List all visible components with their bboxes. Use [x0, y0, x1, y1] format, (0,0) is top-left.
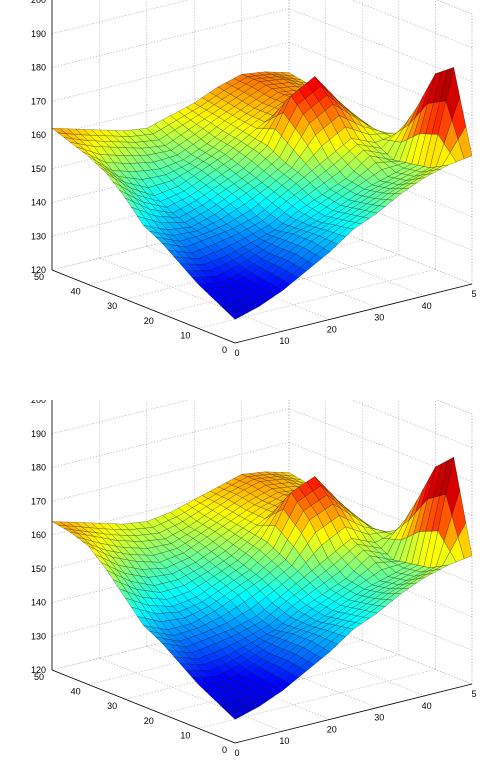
x-axis-line: [234, 683, 473, 744]
z-gridline: [51, 408, 290, 468]
z-tick-label: 200: [31, 400, 46, 405]
y-tick-label: 50: [34, 672, 44, 682]
tick-labels-bottom: 1201301401501601701801902000102030405010…: [31, 400, 477, 758]
surface-plot-bottom-svg: 1201301401501601701801902000102030405010…: [31, 400, 477, 758]
x-tick-label: 20: [327, 724, 337, 734]
z-tick-label: 160: [31, 530, 46, 540]
x-axis-line: [234, 283, 473, 344]
surface-facet: [228, 709, 244, 720]
x-tick-label: 10: [279, 736, 289, 746]
back-edge: [435, 0, 473, 15]
z-gridline: [435, 400, 473, 415]
z-gridline: [51, 400, 190, 435]
y-tick-label: 40: [71, 687, 81, 697]
y-tick-label: 30: [107, 701, 117, 711]
z-tick-label: 130: [31, 231, 46, 241]
z-tick-label: 200: [31, 0, 46, 5]
surface-plot-top: 120 130 140 150 160 170 180 190 200 0 10 20 30 40 5 0 10…: [0, 0, 484, 380]
surface-bottom: [51, 456, 473, 720]
z-tick-label: 190: [31, 29, 46, 39]
surface-top: [51, 67, 473, 320]
x-tick-label: 5: [471, 689, 476, 699]
x-tick-label: 40: [422, 701, 432, 711]
tick-labels-top: 1201301401501601701801902000102030405010…: [31, 0, 477, 358]
y-tick-label: 20: [144, 716, 154, 726]
y-tick-label: 0: [222, 745, 227, 755]
y-tick-label: 30: [107, 301, 117, 311]
z-tick-label: 140: [31, 598, 46, 608]
y-tick-label: 20: [144, 316, 154, 326]
y-axis-line: [51, 669, 236, 744]
surface-plot-bottom: 120 130 140 150 160 170 180 190 200 0 10 20 30 40 5 0 10…: [0, 400, 484, 780]
z-tick-label: 170: [31, 96, 46, 106]
x-tick-label: 5: [471, 289, 476, 299]
z-tick-label: 150: [31, 164, 46, 174]
x-tick-label: 40: [422, 301, 432, 311]
y-tick-label: 0: [222, 345, 227, 355]
x-tick-label: 20: [327, 324, 337, 334]
z-gridline: [51, 8, 290, 68]
z-tick-label: 150: [31, 564, 46, 574]
x-tick-label: 0: [234, 348, 239, 358]
y-tick-label: 50: [34, 272, 44, 282]
z-tick-label: 120: [31, 265, 46, 275]
x-tick-label: 30: [374, 713, 384, 723]
y-tick-label: 40: [71, 287, 81, 297]
z-tick-label: 180: [31, 63, 46, 73]
y-axis-line: [51, 269, 236, 344]
z-tick-label: 190: [31, 429, 46, 439]
surface-plot-top-svg: 1201301401501601701801902000102030405010…: [31, 0, 477, 358]
z-tick-label: 170: [31, 496, 46, 506]
z-gridline: [351, 0, 473, 49]
z-tick-label: 180: [31, 463, 46, 473]
back-edge: [435, 400, 473, 415]
surface-facet: [228, 309, 244, 320]
y-tick-label: 10: [180, 330, 190, 340]
z-gridline: [435, 0, 473, 15]
z-tick-label: 120: [31, 665, 46, 675]
x-tick-label: 30: [374, 313, 384, 323]
x-tick-label: 0: [234, 748, 239, 758]
z-gridline: [51, 0, 190, 35]
z-gridline: [351, 400, 473, 449]
z-tick-label: 130: [31, 631, 46, 641]
z-tick-label: 140: [31, 198, 46, 208]
z-tick-label: 160: [31, 130, 46, 140]
y-tick-label: 10: [180, 730, 190, 740]
x-tick-label: 10: [279, 336, 289, 346]
